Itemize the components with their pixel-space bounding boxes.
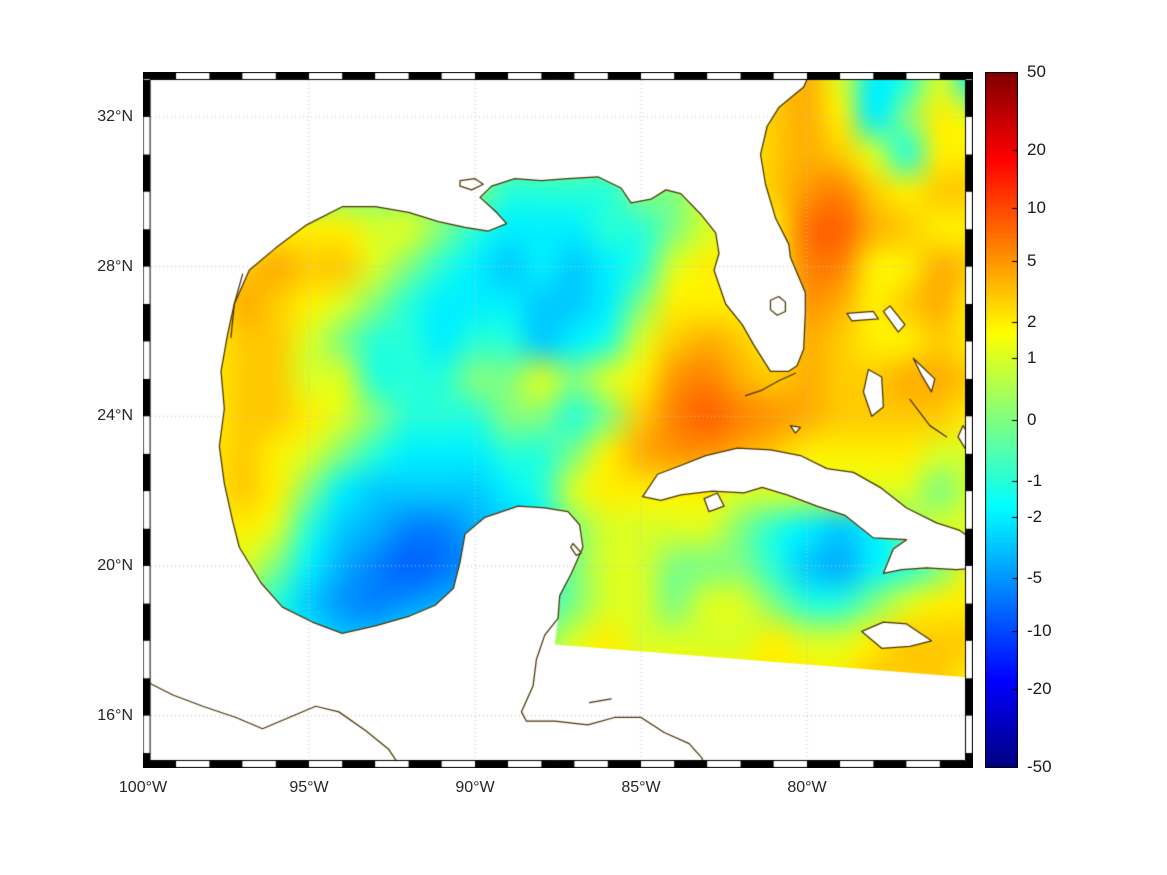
- geo-heatmap-canvas: [143, 72, 973, 768]
- colorbar-tick-label-m1: -1: [1027, 470, 1043, 490]
- lon-tick-label-85w: 85°W: [621, 779, 661, 796]
- lat-tick-label-32n: 32°N: [97, 107, 133, 125]
- lat-tick-label-24n: 24°N: [97, 407, 133, 425]
- lon-tick-label-90w: 90°W: [455, 779, 495, 796]
- colorbar-tick-label-m10: -10: [1027, 621, 1052, 641]
- colorbar-tick-label-2: 2: [1027, 312, 1037, 332]
- colorbar-tick-label-m50: -50: [1027, 757, 1052, 776]
- lat-tick-label-28n: 28°N: [97, 257, 133, 275]
- colorbar-tick-label-10: 10: [1027, 197, 1046, 217]
- lon-tick-label-80w: 80°W: [787, 779, 827, 796]
- lon-tick-label-100w: 100°W: [118, 779, 168, 796]
- colorbar-gradient: [985, 72, 1018, 768]
- colorbar-tick-label-m2: -2: [1027, 506, 1043, 526]
- colorbar-tick-label-m20: -20: [1027, 678, 1052, 698]
- lat-tick-label-16n: 16°N: [97, 706, 133, 724]
- colorbar-tick-label-5: 5: [1027, 251, 1037, 271]
- colorbar-tick-label-20: 20: [1027, 140, 1046, 160]
- colorbar-tick-label-m5: -5: [1027, 567, 1043, 587]
- colorbar-tick-label-0: 0: [1027, 409, 1037, 429]
- colorbar-tick-label-50: 50: [1027, 62, 1046, 81]
- lon-tick-label-95w: 95°W: [289, 779, 329, 796]
- colorbar-tick-label-1: 1: [1027, 348, 1037, 368]
- lat-tick-label-20n: 20°N: [97, 556, 133, 574]
